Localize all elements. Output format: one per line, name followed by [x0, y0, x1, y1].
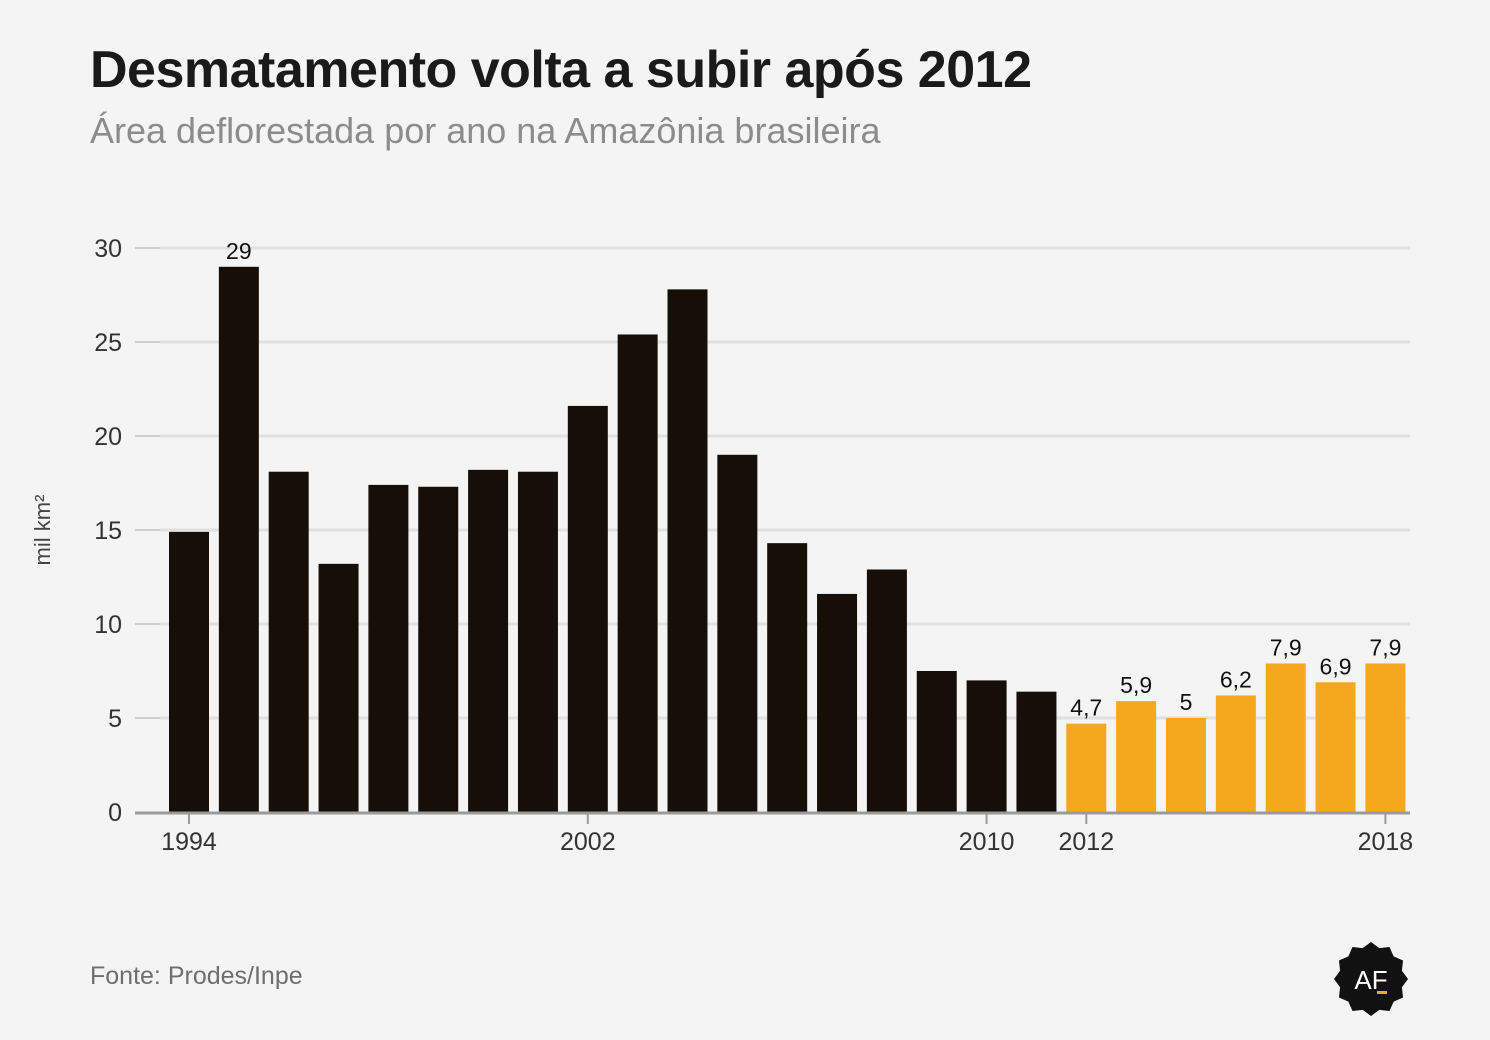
y-tick-label: 10 — [94, 611, 122, 639]
bar-1997 — [318, 563, 359, 812]
data-label-2018: 7,9 — [1369, 634, 1401, 660]
bar-2009 — [916, 671, 957, 812]
bar-2001 — [517, 471, 558, 812]
data-labels: 29 4,7 5,9 5 6,2 7,9 6,9 7,9 — [226, 238, 1401, 721]
bar-2007 — [817, 593, 858, 812]
chart-subtitle: Área deflorestada por ano na Amazônia br… — [90, 110, 881, 151]
data-label-1995: 29 — [226, 238, 252, 264]
x-tick-label-1994: 1994 — [161, 828, 217, 856]
x-axis-ticks: 1994 2002 2010 2012 2018 — [161, 814, 1413, 856]
y-axis-label: mil km² — [30, 495, 55, 566]
data-label-2014: 5 — [1180, 689, 1193, 715]
bar-2018 — [1365, 663, 1406, 812]
y-tick-label: 25 — [94, 329, 122, 357]
bar-2008 — [866, 569, 907, 812]
x-tick-label-2012: 2012 — [1058, 828, 1114, 856]
bar-2015 — [1215, 695, 1256, 812]
bar-2016 — [1265, 663, 1306, 812]
bar-2010 — [966, 680, 1007, 812]
x-tick-label-2010: 2010 — [959, 828, 1015, 856]
source-note: Fonte: Prodes/Inpe — [90, 962, 303, 990]
bar-1996 — [268, 471, 309, 812]
bars — [135, 266, 1410, 815]
y-axis-ticks: 0 5 10 15 20 25 30 — [94, 235, 122, 827]
data-label-2015: 6,2 — [1220, 666, 1252, 692]
x-tick-label-2002: 2002 — [560, 828, 616, 856]
bar-2000 — [468, 469, 509, 812]
data-label-2017: 6,9 — [1320, 653, 1352, 679]
bar-2002 — [567, 405, 608, 812]
y-tick-label: 20 — [94, 423, 122, 451]
bar-1998 — [368, 484, 409, 812]
y-tick-label: 0 — [108, 799, 122, 827]
bar-2005 — [717, 454, 758, 812]
logo-text: AF — [1354, 965, 1387, 995]
logo-badge-shape — [1334, 942, 1408, 1016]
bar-2006 — [767, 543, 808, 812]
bar-2003 — [617, 334, 658, 812]
chart-title: Desmatamento volta a subir após 2012 — [90, 41, 1032, 99]
af-logo: AF — [1334, 942, 1408, 1016]
bar-1999 — [418, 486, 459, 812]
bar-2017 — [1315, 682, 1356, 812]
logo-accent-mark — [1377, 991, 1387, 994]
bar-2004 — [667, 289, 708, 812]
data-label-2016: 7,9 — [1270, 634, 1302, 660]
bar-2013 — [1116, 701, 1157, 812]
y-tick-label: 15 — [94, 517, 122, 545]
x-tick-label-2018: 2018 — [1358, 828, 1414, 856]
bar-2014 — [1166, 718, 1206, 812]
y-tick-label: 30 — [94, 235, 122, 263]
bar-2011 — [1016, 691, 1057, 812]
bar-1994 — [169, 531, 209, 812]
data-label-2012: 4,7 — [1070, 695, 1102, 721]
bar-1995 — [218, 266, 259, 812]
bar-2012 — [1066, 723, 1107, 812]
data-label-2013: 5,9 — [1120, 672, 1152, 698]
y-tick-label: 5 — [108, 705, 122, 733]
